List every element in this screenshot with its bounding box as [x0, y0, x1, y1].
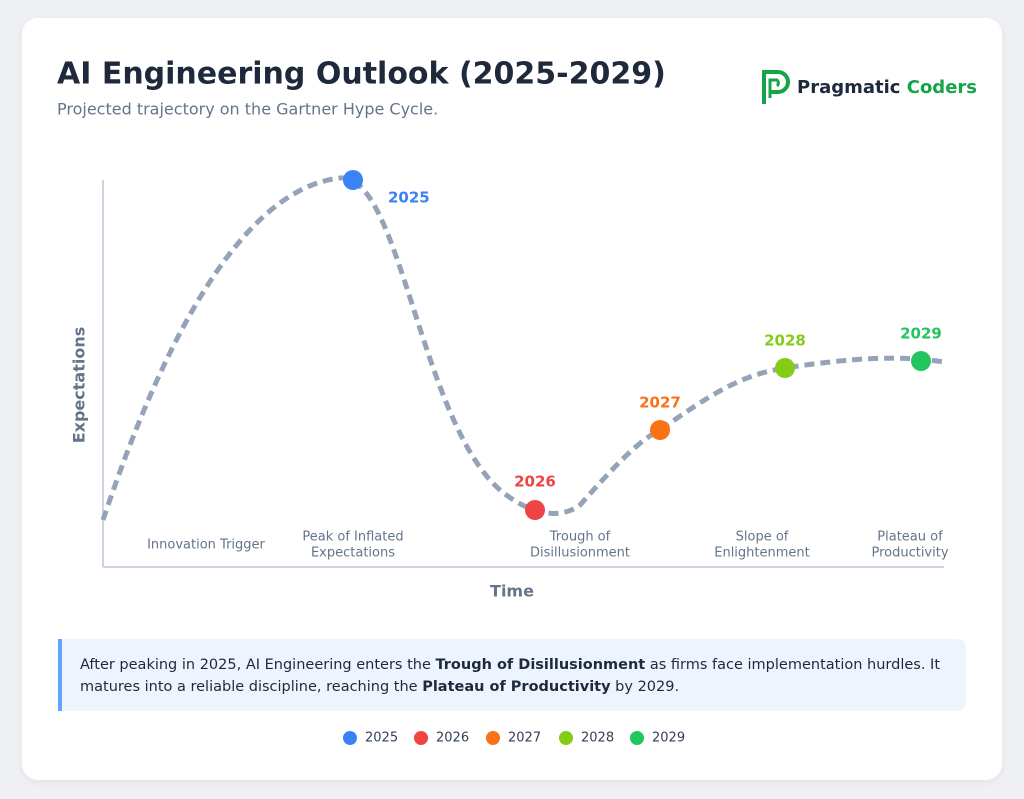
phase-label: Disillusionment	[530, 546, 630, 561]
milestone-dot	[650, 420, 670, 440]
milestone-dot	[775, 358, 795, 378]
milestone-label: 2027	[639, 394, 681, 412]
legend-label: 2029	[652, 731, 685, 746]
legend-swatch	[486, 731, 500, 745]
logo-icon	[762, 70, 790, 104]
milestone-label: 2025	[388, 189, 430, 207]
phase-label: Slope of	[736, 530, 789, 545]
summary-text: by 2029.	[610, 679, 680, 695]
phase-label: Innovation Trigger	[147, 538, 265, 553]
subtitle: Projected trajectory on the Gartner Hype…	[57, 100, 438, 119]
logo-icon-inner	[768, 78, 780, 98]
phase-label: Trough of	[549, 530, 611, 545]
summary-text: Plateau of Productivity	[422, 679, 611, 695]
x-axis-label: Time	[490, 582, 534, 601]
summary: After peaking in 2025, AI Engineering en…	[58, 639, 966, 711]
milestone-label: 2029	[900, 325, 942, 343]
title: AI Engineering Outlook (2025-2029)	[57, 57, 666, 92]
brand-name-main: Pragmatic	[797, 77, 900, 98]
milestone-label: 2028	[764, 332, 806, 350]
legend-swatch	[630, 731, 644, 745]
milestone-dot	[525, 500, 545, 520]
legend-swatch	[559, 731, 573, 745]
phase-label: Peak of Inflated	[302, 530, 403, 545]
milestone-dot	[911, 351, 931, 371]
y-axis-label: Expectations	[70, 327, 89, 444]
phase-label: Expectations	[311, 546, 395, 561]
legend-label: 2026	[436, 731, 469, 746]
phase-label: Plateau of	[877, 530, 943, 545]
brand-name: Pragmatic Coders	[797, 77, 977, 98]
milestone-dot	[343, 170, 363, 190]
phase-label: Productivity	[871, 546, 948, 561]
legend-label: 2027	[508, 731, 541, 746]
hype-curve	[100, 175, 945, 521]
legend-swatch	[414, 731, 428, 745]
legend-swatch	[343, 731, 357, 745]
summary-text: After peaking in 2025, AI Engineering en…	[80, 657, 436, 673]
summary-text: as firms face implementation hurdles. It…	[80, 657, 941, 695]
brand-name-accent: Coders	[907, 77, 977, 98]
summary-text: Trough of Disillusionment	[435, 657, 646, 673]
milestone-label: 2026	[514, 473, 556, 491]
legend-label: 2025	[365, 731, 398, 746]
legend-label: 2028	[581, 731, 614, 746]
phase-label: Enlightenment	[714, 546, 810, 561]
logo: Pragmatic Coders	[762, 70, 977, 104]
chart-elements: Innovation Trigger Peak of InflatedExpect…	[147, 170, 949, 746]
